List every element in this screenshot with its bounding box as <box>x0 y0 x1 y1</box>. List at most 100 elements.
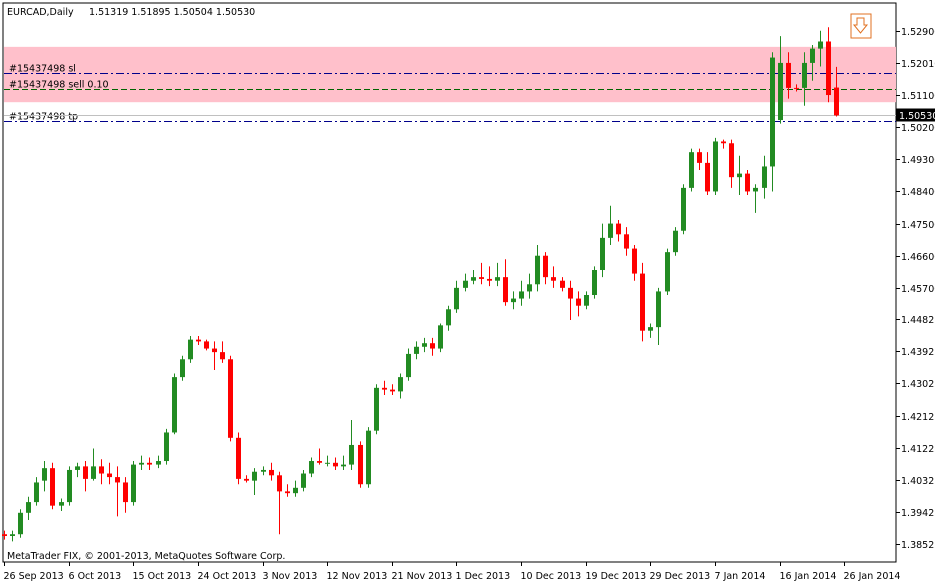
y-tick-label: 1.47500 <box>901 220 935 231</box>
candle-bear <box>721 141 726 144</box>
y-tick-label: 1.51100 <box>901 91 935 102</box>
y-tick-label: 1.46600 <box>901 252 935 263</box>
candle-bear <box>115 477 120 483</box>
x-tick-label: 26 Jan 2014 <box>844 571 901 582</box>
candle-bear <box>826 41 831 96</box>
candle-bear <box>616 223 621 235</box>
y-tick-label: 1.43025 <box>901 379 935 390</box>
candle-bull <box>309 461 314 474</box>
candle-bull <box>59 502 64 506</box>
candle-bear <box>551 277 556 281</box>
candle-bear <box>705 162 710 192</box>
candle-bull <box>172 377 177 433</box>
candle-bear <box>632 248 637 274</box>
candle-bull <box>511 298 516 303</box>
y-tick-label: 1.52900 <box>901 27 935 38</box>
y-tick-label: 1.50200 <box>901 123 935 134</box>
candle-bull <box>252 471 257 481</box>
ohlc-header: 1.51319 1.51895 1.50504 1.50530 <box>89 7 255 18</box>
candle-bull <box>592 270 597 295</box>
candle-bull <box>26 502 31 513</box>
candle-bear <box>640 273 645 331</box>
candle-bull <box>673 230 678 253</box>
candle-bull <box>18 512 23 535</box>
y-tick-label: 1.45700 <box>901 284 935 295</box>
candle-bull <box>608 223 613 238</box>
candle-bear <box>2 534 7 537</box>
candle-bull <box>261 469 266 472</box>
x-tick-label: 12 Nov 2013 <box>327 571 388 582</box>
candle-bear <box>560 280 565 288</box>
candle-bear <box>317 461 322 463</box>
candle-bull <box>366 430 371 485</box>
candle-bear <box>147 462 152 465</box>
x-tick-label: 1 Dec 2013 <box>456 571 511 582</box>
candle-bear <box>285 491 290 494</box>
candle-bear <box>83 466 88 479</box>
candle-bull <box>665 252 670 292</box>
candle-bull <box>527 284 532 292</box>
y-tick-label: 1.44825 <box>901 315 935 326</box>
candle-bull <box>584 294 589 306</box>
y-tick-label: 1.42125 <box>901 412 935 423</box>
candle-bear <box>107 473 112 478</box>
x-tick-label: 29 Dec 2013 <box>650 571 711 582</box>
candle-bear <box>745 173 750 192</box>
candle-bull <box>648 327 653 331</box>
candle-bull <box>446 309 451 326</box>
candle-bear <box>212 348 217 353</box>
candle-bull <box>156 461 161 465</box>
candle-bull <box>535 255 540 285</box>
candle-bull <box>463 280 468 288</box>
y-tick-label: 1.41225 <box>901 444 935 455</box>
candle-bull <box>454 287 459 310</box>
price-zone <box>4 46 896 103</box>
candle-bear <box>503 277 508 303</box>
candle-bull <box>341 464 346 467</box>
candle-bull <box>689 152 694 188</box>
candle-bull <box>737 173 742 178</box>
candle-bull <box>67 469 72 503</box>
copyright-text: MetaTrader FIX, © 2001-2013, MetaQuotes … <box>7 551 285 562</box>
candle-bear <box>50 468 55 506</box>
candle-bull <box>778 62 783 121</box>
candle-bull <box>818 41 823 49</box>
candle-bull <box>91 466 96 479</box>
candle-bull <box>180 359 185 378</box>
candle-bear <box>382 387 387 390</box>
x-tick-label: 6 Oct 2013 <box>69 571 122 582</box>
candle-bear <box>333 462 338 467</box>
candle-bull <box>810 48 815 63</box>
candle-bull <box>770 57 775 167</box>
candle-bull <box>139 462 144 465</box>
candle-bear <box>834 87 839 116</box>
x-tick-label: 24 Oct 2013 <box>198 571 257 582</box>
x-tick-label: 26 Sep 2013 <box>4 571 64 582</box>
candle-bear <box>794 87 799 89</box>
candle-bull <box>438 325 443 349</box>
y-tick-label: 1.43925 <box>901 347 935 358</box>
candle-bull <box>293 487 298 494</box>
candle-bear <box>277 475 282 492</box>
candle-bull <box>301 473 306 488</box>
symbol-label: EURCAD,Daily <box>7 7 74 18</box>
candle-bull <box>802 62 807 88</box>
candle-bear <box>479 277 484 279</box>
x-tick-label: 3 Nov 2013 <box>263 571 318 582</box>
x-tick-label: 16 Jan 2014 <box>780 571 837 582</box>
x-tick-label: 10 Dec 2013 <box>521 571 582 582</box>
order-line-label: #15437498 tp <box>9 112 78 123</box>
candle-bear <box>487 278 492 281</box>
candle-bull <box>131 464 136 503</box>
y-tick-label: 1.49300 <box>901 155 935 166</box>
candle-bull <box>188 339 193 360</box>
order-line-label: #15437498 sl <box>9 64 76 75</box>
candle-bull <box>414 346 419 354</box>
arrow-down-icon <box>852 17 869 34</box>
candle-bull <box>495 277 500 281</box>
candle-bull <box>34 482 39 503</box>
y-tick-label: 1.48400 <box>901 187 935 198</box>
candle-bear <box>236 437 241 479</box>
